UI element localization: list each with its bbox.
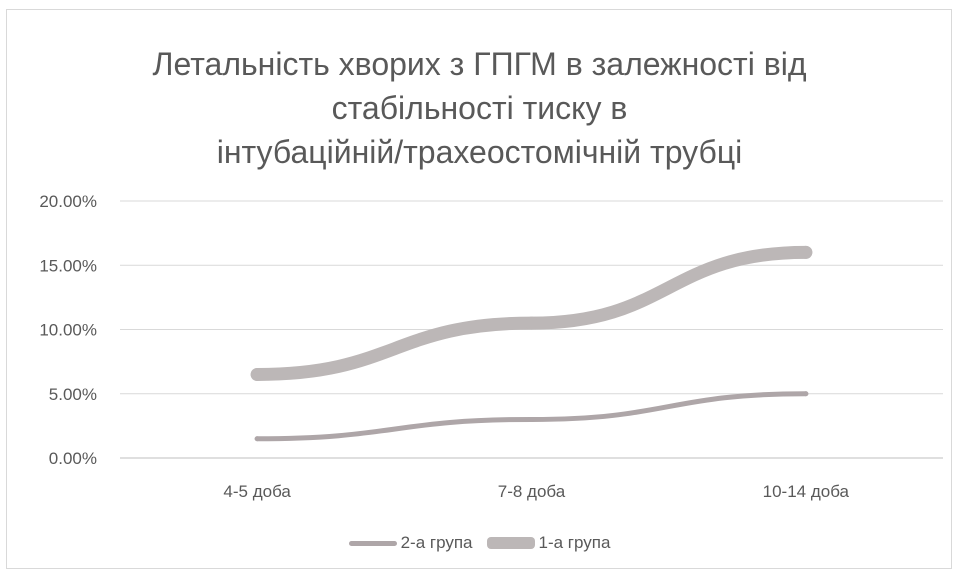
legend-label-2a: 2-а група — [400, 533, 473, 552]
data-point-1a — [525, 316, 538, 330]
series-line-1a — [250, 245, 813, 381]
data-point-2a — [803, 391, 809, 397]
x-tick-label: 4-5 доба — [223, 482, 291, 501]
data-point-2a — [529, 416, 534, 422]
legend-item-2a: 2-а група — [348, 533, 473, 553]
series-line-2a — [254, 391, 809, 442]
chart-title-line-1: Летальність хворих з ГПГМ в залежності в… — [152, 46, 807, 82]
chart-title-line-3: інтубаційній/трахеостомічній трубці — [216, 134, 743, 170]
chart-frame — [6, 9, 952, 569]
chart-title: Летальність хворих з ГПГМ в залежності в… — [0, 42, 959, 174]
y-tick-label: 20.00% — [39, 192, 97, 211]
x-tick-label: 7-8 доба — [498, 482, 566, 501]
data-point-1a — [799, 245, 813, 259]
y-tick-label: 5.00% — [49, 385, 97, 404]
legend-swatch-2a — [348, 540, 397, 546]
y-tick-label: 10.00% — [39, 321, 97, 340]
legend-label-1a: 1-а група — [538, 533, 611, 552]
legend: 2-а група 1-а група — [0, 533, 959, 553]
data-point-2a — [254, 436, 260, 442]
legend-swatch-1a — [486, 537, 535, 549]
chart-title-line-2: стабільності тиску в — [331, 90, 628, 126]
data-point-1a — [250, 367, 264, 381]
x-tick-label: 10-14 доба — [763, 482, 850, 501]
y-tick-label: 15.00% — [39, 256, 97, 275]
legend-item-1a: 1-а група — [486, 533, 611, 553]
y-tick-label: 0.00% — [49, 449, 97, 468]
